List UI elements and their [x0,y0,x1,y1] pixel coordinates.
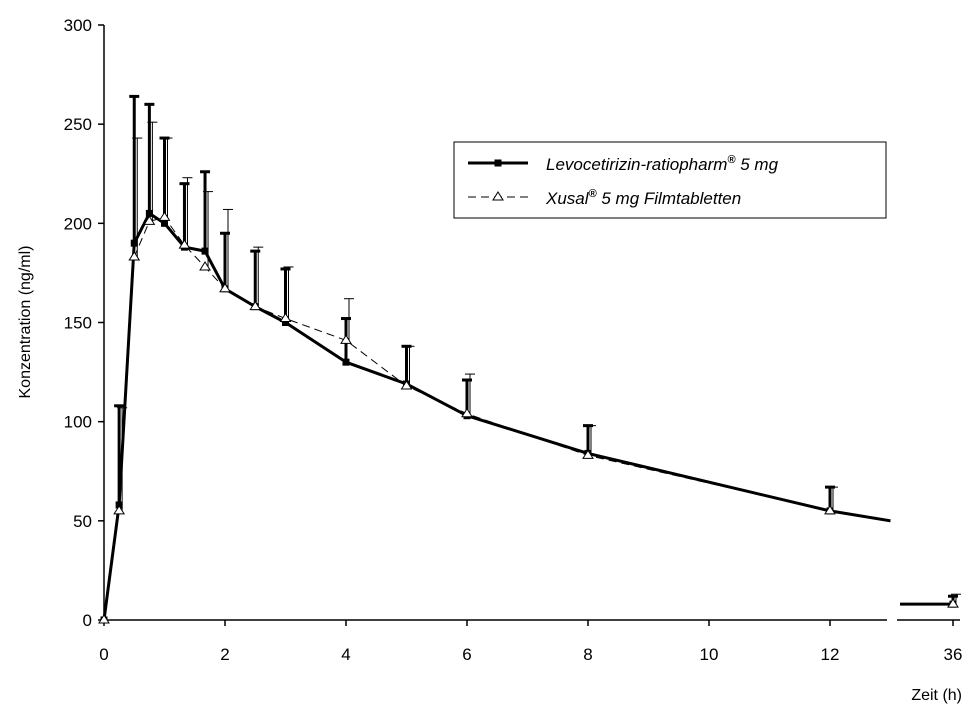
legend-marker-series-1 [494,159,502,167]
legend-label-series-1-suffix: 5 mg [736,155,779,174]
marker-series-2 [340,334,352,344]
legend-label-series-1-main: Levocetirizin-ratiopharm [546,155,727,174]
marker-series-2 [824,504,836,515]
x-tick-label: 10 [700,645,719,664]
marker-series-2 [461,407,473,418]
legend-label-series-2-suffix: 5 mg Filmtabletten [597,189,742,208]
legend-label-series-2-main: Xusal [545,189,590,208]
x-tick-label: 36 [944,645,963,664]
y-tick-label: 200 [64,214,92,233]
marker-series-1 [130,239,138,247]
marker-series-1 [282,319,289,326]
legend-marker-series-2 [492,191,504,201]
marker-series-1 [201,247,209,255]
x-tick-label: 4 [341,645,350,664]
marker-series-1 [161,219,168,227]
y-tick-label: 150 [64,314,92,333]
marker-series-2 [279,312,292,323]
y-tick-label: 100 [64,413,92,432]
marker-series-2 [219,282,231,293]
registered-mark: ® [727,154,736,166]
marker-series-1 [342,358,350,366]
x-tick-label: 2 [220,645,229,664]
marker-series-2 [143,215,156,225]
y-tick-label: 50 [73,512,92,531]
y-tick-label: 0 [83,611,92,630]
marker-series-2 [249,300,262,311]
legend-label-series-1: Levocetirizin-ratiopharm® 5 mg [546,154,779,174]
x-axis-title: Zeit (h) [911,687,962,704]
marker-series-2 [582,449,594,459]
error-bars [114,94,961,605]
marker-series-2 [158,211,171,221]
marker-series-2 [98,614,110,624]
line-series-1 [102,211,891,621]
legend-box [453,141,887,219]
marker-series-2 [400,380,413,390]
x-tick-label: 8 [583,645,592,664]
x-tick-label: 0 [99,645,108,664]
registered-mark: ® [589,188,598,200]
series-markers [98,209,959,624]
marker-series-1 [115,501,123,509]
y-tick-label: 250 [64,115,92,134]
series-lines [102,211,953,621]
marker-series-2 [178,239,191,249]
legend-label-series-2: Xusal® 5 mg Filmtabletten [545,188,741,208]
marker-series-2 [128,251,141,261]
x-tick-label: 6 [462,645,471,664]
ticks: 0 50 100 150 200 250 300 0 2 4 6 8 10 12 36 [64,16,963,664]
y-axis-title: Konzentration (ng/ml) [17,246,34,399]
y-tick-label: 300 [64,16,92,35]
marker-series-1 [145,209,153,217]
legend: Levocetirizin-ratiopharm® 5 mg Xusal® 5 … [453,141,887,219]
marker-series-2 [199,261,211,271]
axes [103,25,960,621]
x-tick-label: 12 [821,645,840,664]
marker-series-2 [947,598,959,608]
marker-series-2 [113,504,126,515]
